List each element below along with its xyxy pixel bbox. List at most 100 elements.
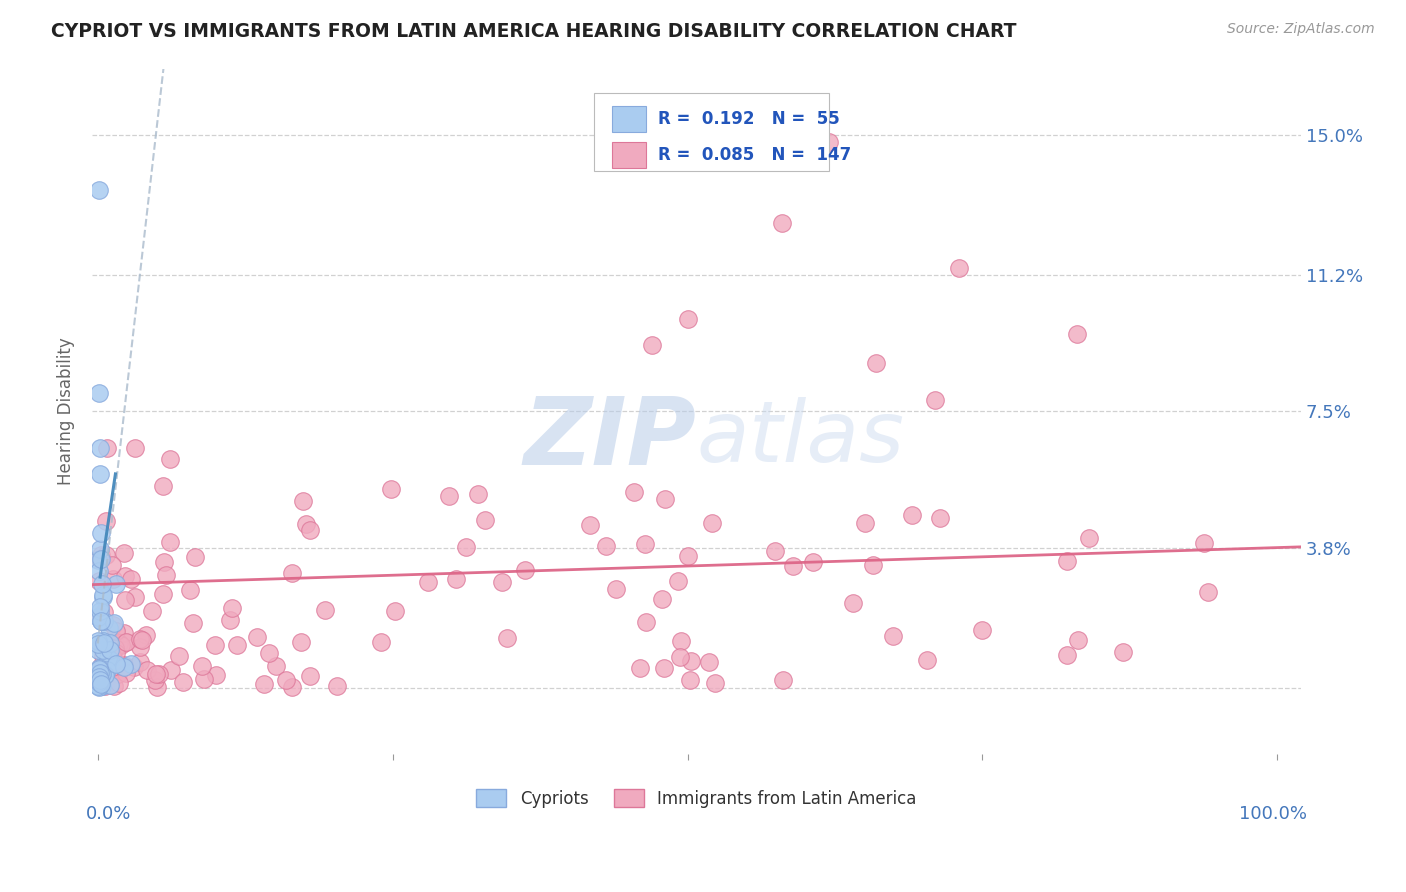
Point — [100, 636, 122, 650]
Point — [274, 673, 297, 688]
Point — [668, 650, 690, 665]
Point — [110, 638, 132, 652]
Point — [87, 674, 110, 689]
Point — [153, 556, 176, 570]
Point — [91, 666, 114, 681]
Point — [183, 550, 205, 565]
Text: 0.0%: 0.0% — [86, 805, 131, 823]
Point — [641, 338, 664, 352]
Point — [124, 441, 146, 455]
Point — [89, 673, 111, 688]
Point — [152, 479, 174, 493]
Point — [454, 540, 477, 554]
Point — [159, 535, 181, 549]
Point — [89, 574, 111, 588]
Point — [948, 260, 970, 275]
Point — [292, 494, 315, 508]
Point — [772, 673, 794, 687]
Point — [98, 653, 121, 667]
Point — [90, 677, 112, 691]
Point — [115, 635, 138, 649]
Point — [671, 634, 693, 648]
Point — [882, 629, 904, 643]
Point — [112, 546, 135, 560]
Point — [103, 632, 125, 647]
Point — [651, 592, 673, 607]
Point — [89, 542, 111, 557]
Point — [782, 559, 804, 574]
Point — [89, 680, 111, 694]
Point — [193, 672, 215, 686]
Point — [148, 667, 170, 681]
Point — [103, 616, 125, 631]
Point — [89, 665, 111, 680]
Point — [634, 537, 657, 551]
Point — [100, 558, 122, 572]
Point — [90, 525, 112, 540]
Point — [314, 603, 336, 617]
Point — [120, 572, 142, 586]
Point — [801, 555, 824, 569]
Point — [862, 558, 884, 572]
Point — [89, 661, 111, 675]
Point — [818, 135, 841, 149]
Point — [152, 587, 174, 601]
Point — [89, 599, 111, 614]
Point — [370, 634, 392, 648]
Point — [87, 679, 110, 693]
Point — [87, 183, 110, 197]
Point — [87, 637, 110, 651]
Point — [595, 539, 617, 553]
Point — [770, 216, 793, 230]
Point — [491, 575, 513, 590]
Point — [114, 593, 136, 607]
Text: atlas: atlas — [696, 397, 904, 480]
Point — [418, 574, 440, 589]
Point — [114, 666, 136, 681]
Point — [264, 659, 287, 673]
Point — [114, 569, 136, 583]
Point — [97, 651, 120, 665]
Point — [87, 669, 110, 683]
Point — [94, 548, 117, 562]
Point — [101, 649, 124, 664]
Point — [90, 672, 112, 686]
Point — [1112, 645, 1135, 659]
Point — [91, 577, 114, 591]
Point — [112, 658, 135, 673]
Point — [474, 513, 496, 527]
Point — [87, 662, 110, 676]
Point — [924, 393, 946, 408]
Point — [853, 516, 876, 530]
Point — [105, 657, 128, 672]
Point — [89, 670, 111, 684]
Point — [145, 673, 167, 687]
Point — [145, 666, 167, 681]
Point — [135, 627, 157, 641]
Point — [679, 654, 702, 668]
Point — [89, 672, 111, 686]
Point — [105, 624, 128, 638]
Point — [281, 681, 304, 695]
Point — [128, 640, 150, 654]
Point — [1197, 584, 1219, 599]
Point — [124, 590, 146, 604]
Point — [697, 655, 720, 669]
Point — [124, 660, 146, 674]
Point — [1056, 554, 1078, 568]
Point — [467, 486, 489, 500]
Point — [111, 658, 134, 673]
Point — [1077, 531, 1099, 545]
Point — [179, 582, 201, 597]
Point — [90, 614, 112, 628]
Point — [160, 663, 183, 677]
Point — [96, 515, 118, 529]
Point — [96, 441, 118, 455]
Point — [112, 626, 135, 640]
Point — [666, 574, 689, 589]
Point — [87, 669, 110, 683]
Bar — [612, 142, 645, 168]
Point — [513, 563, 536, 577]
Point — [676, 312, 699, 326]
Point — [91, 671, 114, 685]
